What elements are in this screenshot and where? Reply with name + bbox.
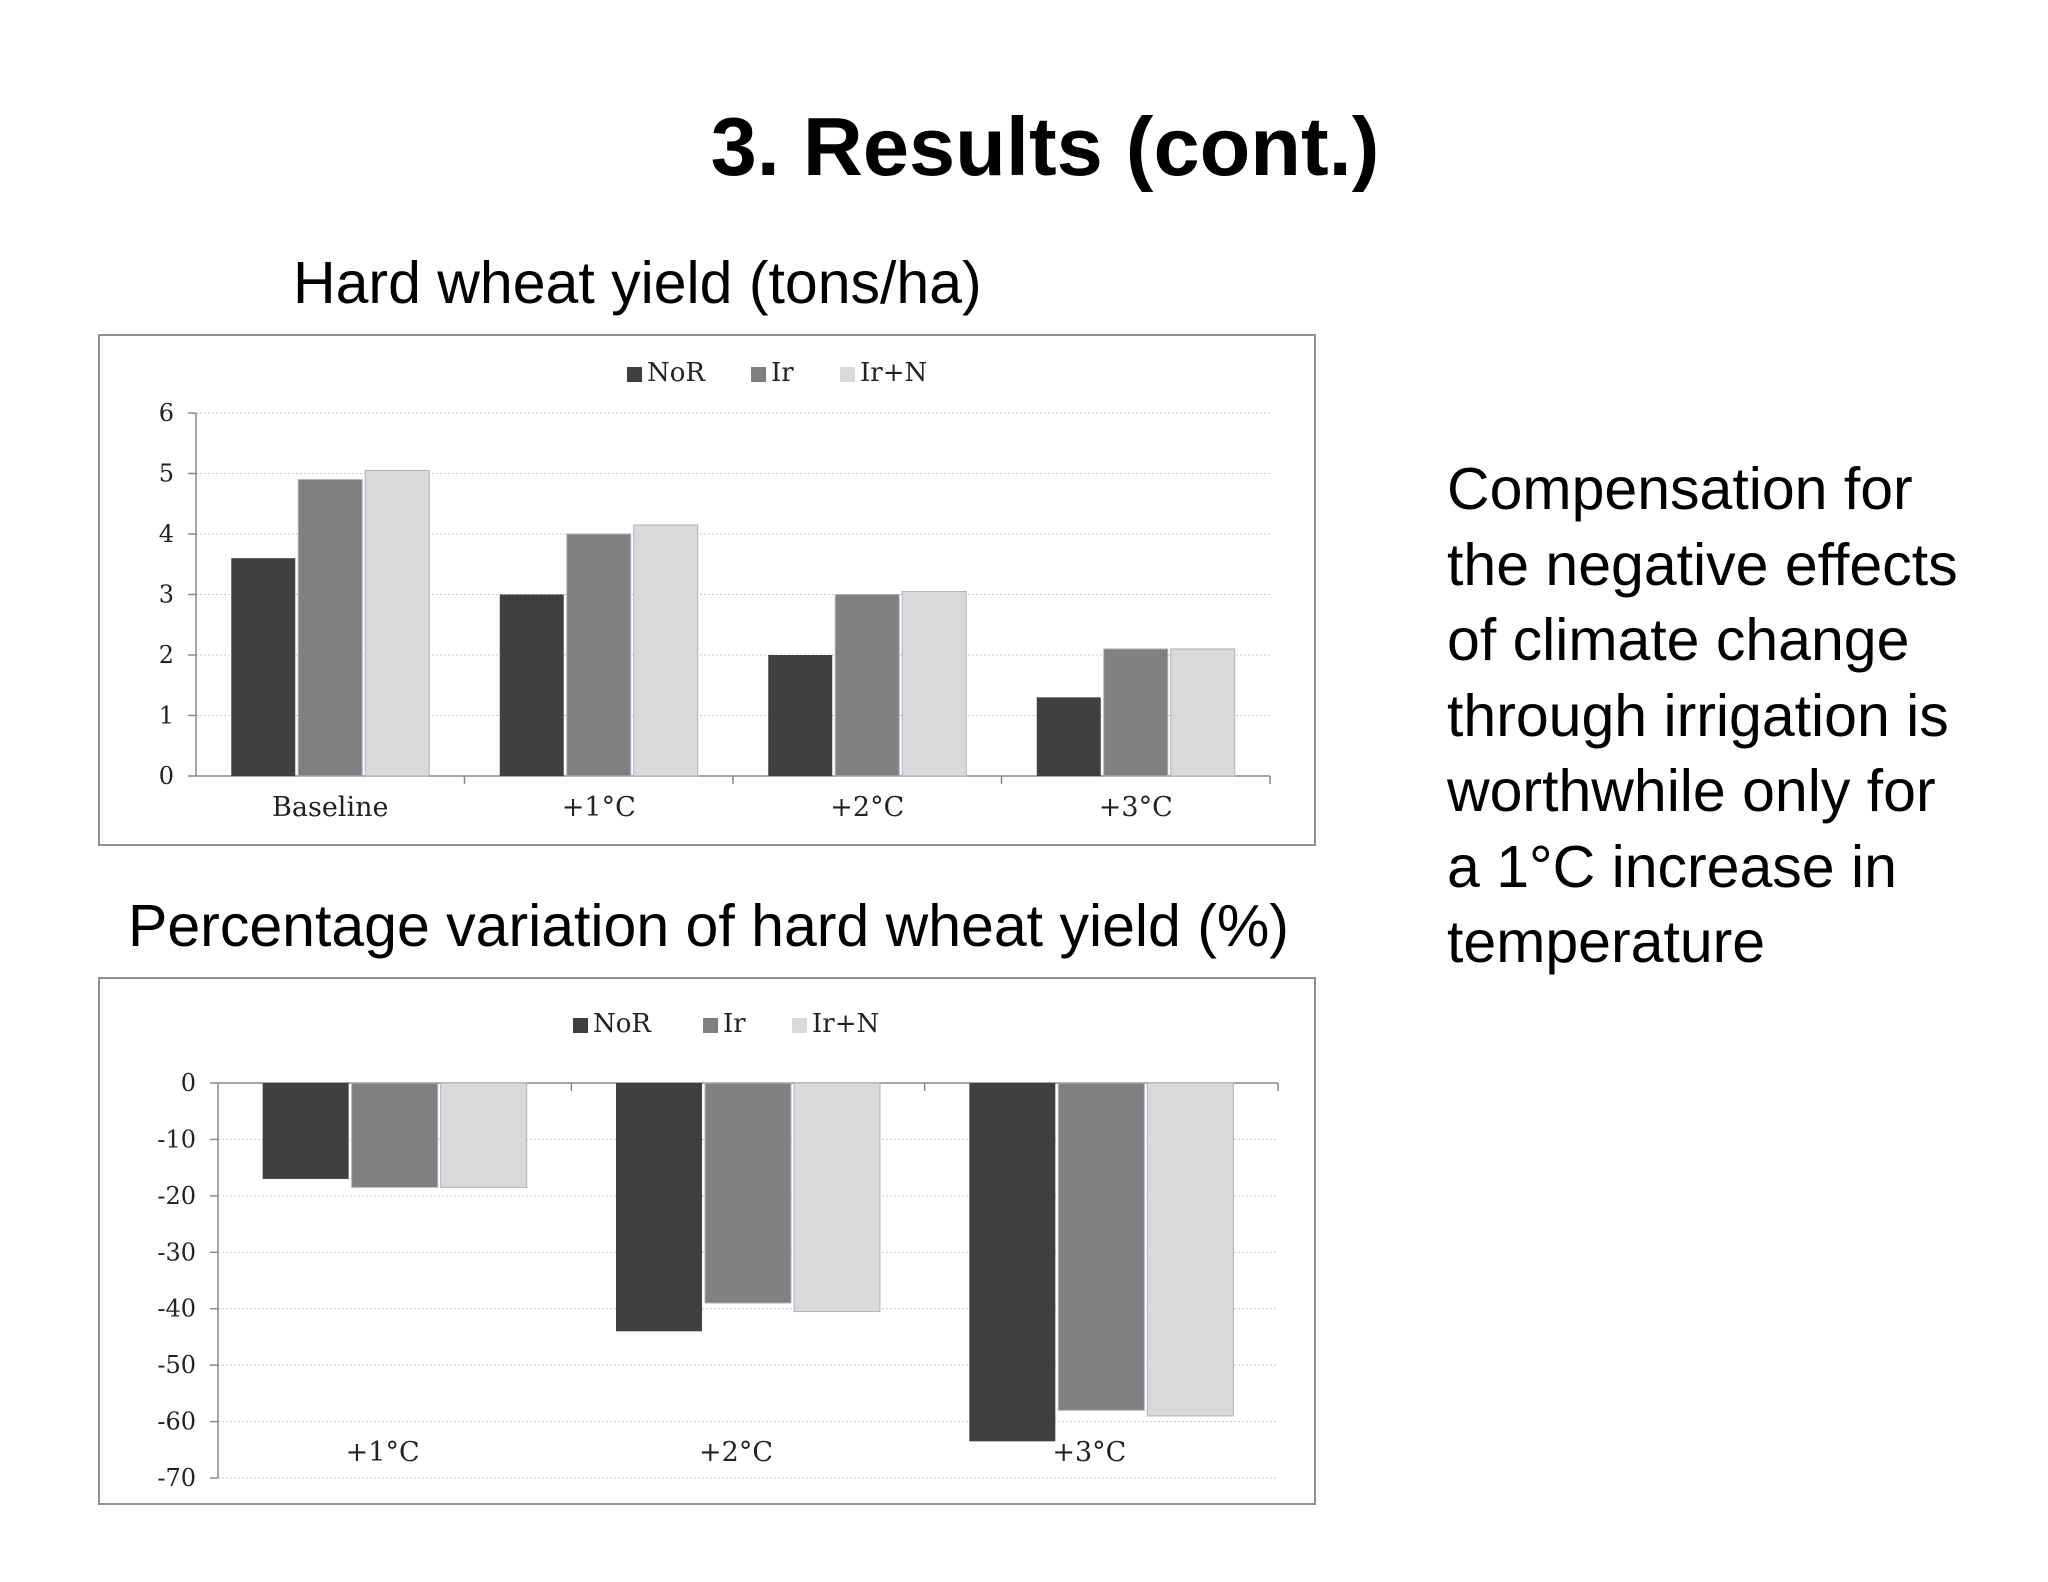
variation-legend-label-2: Ir+N bbox=[812, 1009, 879, 1039]
yield-y-tick-label-6: 6 bbox=[159, 399, 174, 427]
variation-category-label-0: +1°C bbox=[346, 1437, 420, 1468]
variation-bar-2-0 bbox=[969, 1083, 1056, 1442]
variation-y-tick-label-6: -60 bbox=[157, 1408, 196, 1436]
yield-y-tick-label-5: 5 bbox=[159, 460, 174, 488]
yield-y-tick-label-2: 2 bbox=[159, 641, 174, 669]
yield-bar-0-1 bbox=[297, 479, 363, 777]
variation-y-tick-label-5: -50 bbox=[157, 1351, 196, 1379]
yield-legend-label-2: Ir+N bbox=[860, 358, 927, 388]
variation-legend-swatch-0 bbox=[573, 1018, 588, 1033]
yield-category-label-3: +3°C bbox=[1099, 792, 1173, 823]
variation-legend-label-0: NoR bbox=[593, 1009, 652, 1039]
variation-bar-1-0 bbox=[616, 1083, 702, 1332]
variation-y-tick-label-4: -40 bbox=[157, 1295, 196, 1323]
yield-category-label-2: +2°C bbox=[830, 792, 904, 823]
variation-legend-swatch-1 bbox=[703, 1018, 718, 1033]
yield-bar-chart: NoR Ir Ir+N 0 1 2 3 4 5 6 Baseline +1°C +2°C +3°C bbox=[159, 358, 1271, 823]
variation-bar-0-2 bbox=[440, 1082, 528, 1188]
variation-y-tick-label-0: 0 bbox=[181, 1069, 196, 1097]
yield-legend-swatch-2 bbox=[840, 367, 855, 382]
yield-bar-2-2 bbox=[901, 590, 967, 777]
variation-bar-1-2 bbox=[793, 1082, 881, 1313]
yield-bar-1-1 bbox=[566, 533, 632, 777]
yield-y-tick-label-0: 0 bbox=[159, 762, 174, 790]
yield-bar-2-1 bbox=[834, 594, 900, 777]
variation-category-label-1: +2°C bbox=[699, 1437, 773, 1468]
conclusion-text: Compensation for the negative effects of… bbox=[1447, 456, 1958, 975]
yield-y-tick-label-4: 4 bbox=[159, 520, 174, 548]
chart-title-yield: Hard wheat yield (tons/ha) bbox=[293, 250, 982, 316]
variation-legend-label-1: Ir bbox=[723, 1009, 746, 1039]
yield-bar-3-0 bbox=[1036, 697, 1101, 776]
slide-title: 3. Results (cont.) bbox=[710, 100, 1380, 193]
variation-y-tick-label-2: -20 bbox=[157, 1182, 196, 1210]
variation-bar-2-1 bbox=[1057, 1082, 1145, 1411]
yield-bar-0-2 bbox=[364, 469, 430, 777]
variation-chart-frame: NoR Ir Ir+N 0 -10 -20 -30 -40 -50 -60 -70 +1°C +2°C +… bbox=[98, 977, 1316, 1505]
yield-category-label-1: +1°C bbox=[562, 792, 636, 823]
yield-bar-3-2 bbox=[1170, 648, 1236, 777]
yield-legend-label-0: NoR bbox=[647, 358, 706, 388]
yield-y-tick-label-3: 3 bbox=[159, 581, 174, 609]
variation-category-label-2: +3°C bbox=[1052, 1437, 1126, 1468]
yield-bar-2-0 bbox=[768, 655, 833, 776]
yield-bar-0-0 bbox=[231, 558, 296, 776]
variation-y-tick-label-3: -30 bbox=[157, 1238, 196, 1266]
variation-bar-0-1 bbox=[351, 1082, 439, 1188]
variation-bar-2-2 bbox=[1146, 1082, 1234, 1417]
yield-bar-3-1 bbox=[1103, 648, 1169, 777]
yield-bar-1-2 bbox=[633, 524, 699, 777]
variation-bar-0-0 bbox=[262, 1083, 349, 1179]
variation-legend-swatch-2 bbox=[792, 1018, 807, 1033]
variation-bar-chart: NoR Ir Ir+N 0 -10 -20 -30 -40 -50 -60 -70 +1°C +2°C +… bbox=[157, 1009, 1279, 1492]
yield-legend-label-1: Ir bbox=[771, 358, 794, 388]
chart-title-variation: Percentage variation of hard wheat yield… bbox=[128, 893, 1289, 959]
yield-category-label-0: Baseline bbox=[272, 792, 388, 823]
yield-bar-1-0 bbox=[499, 594, 564, 776]
variation-y-tick-label-7: -70 bbox=[157, 1464, 196, 1492]
yield-chart-frame: NoR Ir Ir+N 0 1 2 3 4 5 6 Baseline +1°C +2°C +3°C bbox=[98, 334, 1316, 846]
variation-bar-1-1 bbox=[704, 1082, 792, 1304]
yield-legend-swatch-0 bbox=[627, 367, 642, 382]
variation-y-tick-label-1: -10 bbox=[157, 1125, 196, 1153]
yield-y-tick-label-1: 1 bbox=[159, 702, 174, 730]
yield-legend-swatch-1 bbox=[751, 367, 766, 382]
